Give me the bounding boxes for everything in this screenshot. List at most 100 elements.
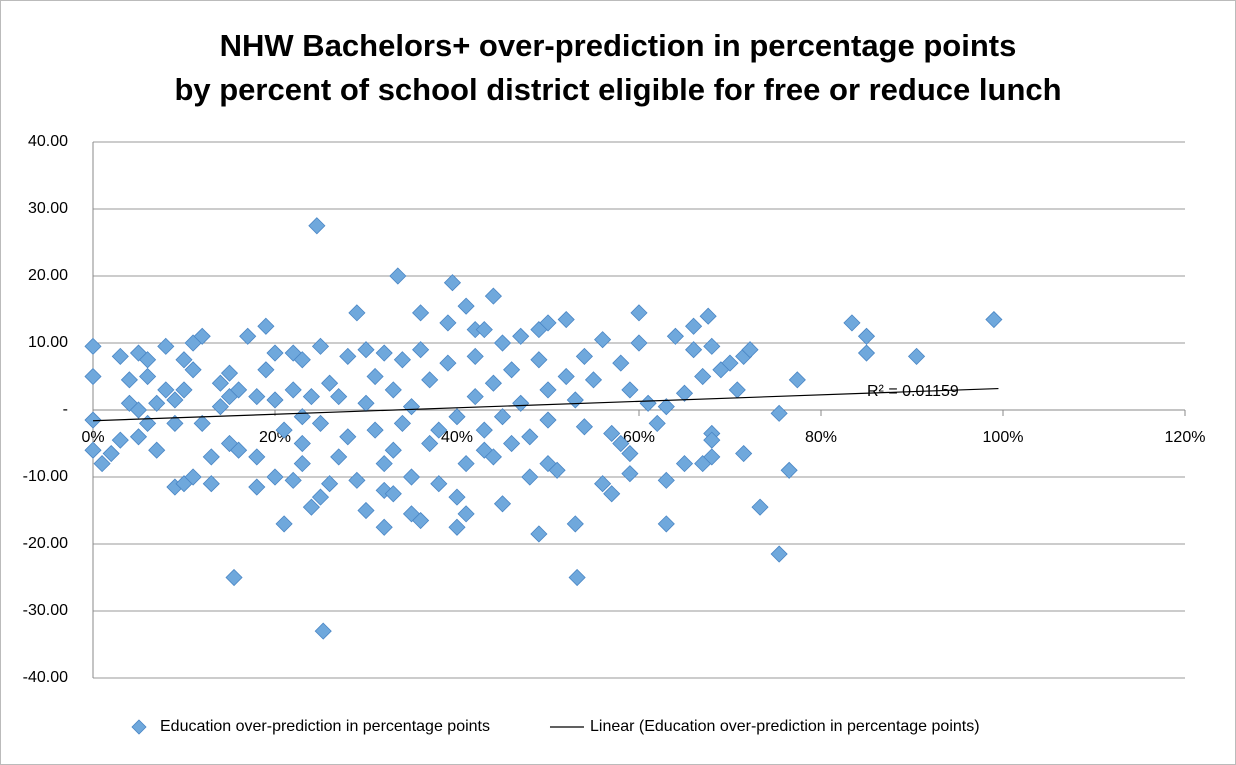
point <box>166 414 184 432</box>
point <box>402 468 421 486</box>
point <box>751 498 769 516</box>
point <box>339 347 357 365</box>
y-tick-label: - <box>63 401 68 418</box>
point <box>139 351 157 369</box>
point <box>302 498 320 516</box>
point <box>111 431 129 449</box>
point <box>770 545 788 563</box>
point <box>439 314 457 332</box>
point <box>375 344 393 362</box>
point <box>612 354 630 372</box>
point <box>348 471 366 489</box>
point <box>84 411 102 429</box>
point <box>575 418 593 436</box>
point <box>421 371 439 389</box>
point <box>448 518 466 536</box>
point <box>539 411 557 429</box>
point <box>557 310 575 329</box>
point <box>366 367 384 386</box>
point <box>475 321 493 339</box>
x-tick-label: 100% <box>983 429 1024 446</box>
point <box>621 444 639 463</box>
point <box>484 287 502 305</box>
point <box>239 327 257 345</box>
point <box>703 431 721 449</box>
point <box>211 374 229 392</box>
point <box>193 327 211 345</box>
point <box>311 414 330 432</box>
point <box>484 448 502 466</box>
point <box>780 461 798 479</box>
point <box>484 374 502 392</box>
point <box>694 367 712 386</box>
point <box>521 468 539 486</box>
point <box>266 468 284 486</box>
trendline <box>92 387 999 422</box>
point <box>448 488 466 506</box>
point <box>493 334 512 352</box>
point <box>466 388 484 406</box>
point <box>139 367 157 386</box>
point <box>503 361 521 379</box>
point <box>466 347 484 365</box>
point <box>384 485 402 503</box>
point <box>111 347 129 365</box>
point <box>421 434 439 453</box>
point <box>457 505 475 523</box>
point <box>129 428 148 446</box>
point <box>166 391 184 409</box>
point <box>530 351 548 369</box>
point <box>84 441 102 459</box>
point <box>675 455 694 473</box>
point <box>321 475 339 493</box>
point <box>412 304 430 322</box>
point <box>184 361 202 379</box>
point <box>339 428 357 446</box>
point <box>248 388 266 406</box>
point <box>321 374 339 392</box>
point <box>703 448 721 466</box>
point <box>225 568 243 587</box>
chart-title: by percent of school district eligible f… <box>174 72 1061 107</box>
point <box>393 351 411 369</box>
x-tick-label: 120% <box>1165 429 1206 446</box>
point <box>430 421 448 439</box>
point <box>293 351 311 369</box>
point <box>457 455 475 473</box>
point <box>275 421 293 439</box>
point <box>412 341 430 359</box>
point <box>648 414 666 432</box>
point <box>721 354 739 372</box>
point <box>443 274 462 292</box>
legend-label: Linear (Education over-prediction in per… <box>590 718 980 735</box>
point <box>703 337 721 355</box>
point <box>311 488 330 506</box>
point <box>275 515 293 533</box>
chart-title: NHW Bachelors+ over-prediction in percen… <box>220 28 1017 63</box>
point <box>630 304 648 322</box>
y-tick-label: -40.00 <box>23 669 68 686</box>
point <box>348 304 366 322</box>
point <box>184 468 202 486</box>
point <box>84 337 102 355</box>
point <box>685 341 703 359</box>
point <box>330 448 348 466</box>
y-tick-label: 40.00 <box>28 133 68 150</box>
point <box>685 317 703 335</box>
y-tick-label: -20.00 <box>23 535 68 552</box>
point <box>202 475 220 493</box>
point <box>157 381 175 399</box>
point <box>985 310 1003 329</box>
point <box>230 441 248 459</box>
point <box>430 475 448 493</box>
point <box>175 381 193 399</box>
point <box>741 341 759 359</box>
point <box>594 331 612 349</box>
point <box>788 371 806 389</box>
point <box>907 347 926 365</box>
point <box>575 347 593 365</box>
point <box>375 518 393 536</box>
point <box>493 495 512 513</box>
